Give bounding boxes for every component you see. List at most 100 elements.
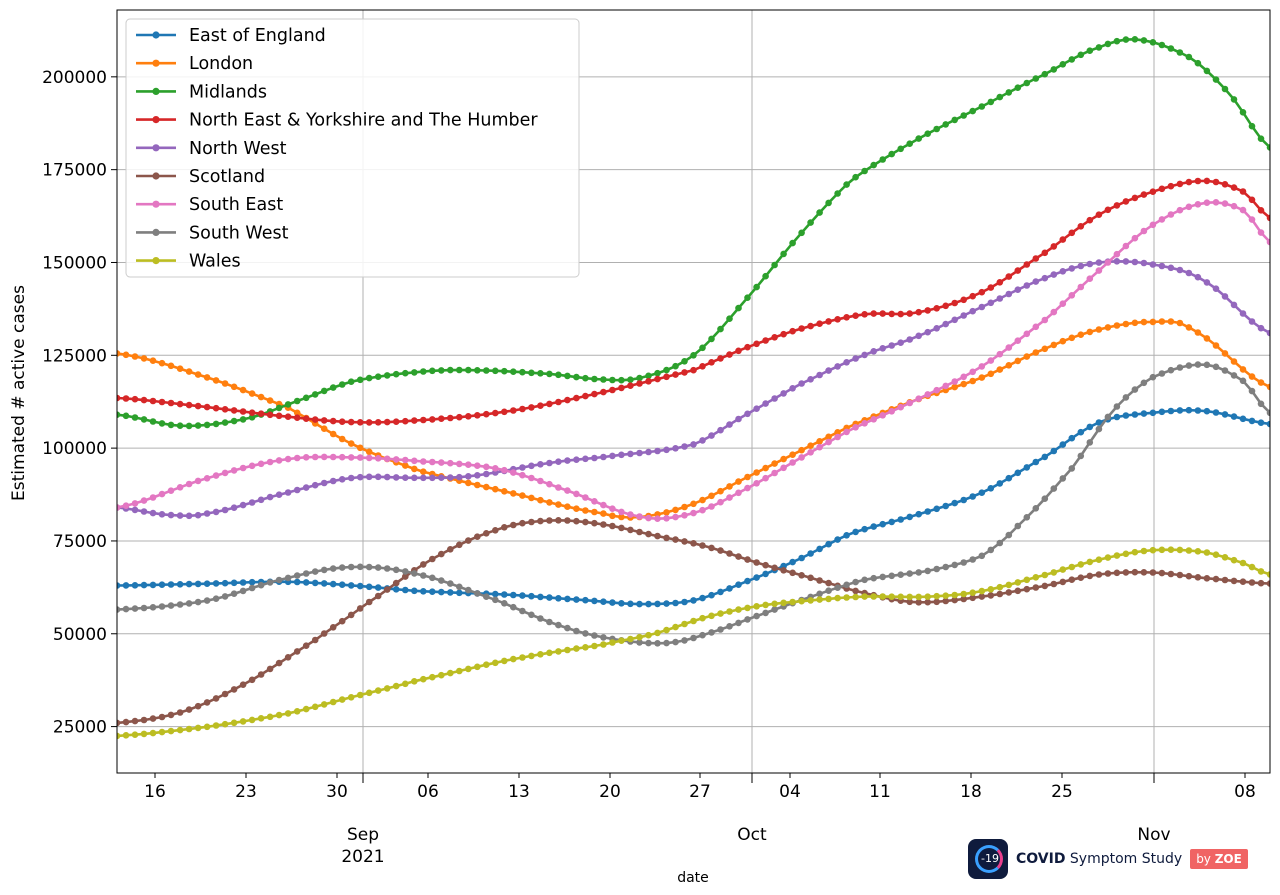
data-point [456,366,463,374]
data-point [329,417,337,425]
legend-label: Scotland [189,167,265,187]
data-point [1077,428,1085,436]
data-point [302,570,310,577]
data-point [248,414,256,421]
legend-entry: Scotland [136,167,265,187]
data-point [1086,328,1094,336]
data-point [1194,177,1202,185]
data-point [663,373,670,381]
data-point [924,567,931,575]
data-point [1257,207,1265,214]
data-point [546,517,553,524]
data-point [1212,178,1220,186]
x-axis-title: date [677,870,709,886]
data-point [897,145,904,153]
data-point [392,579,400,587]
data-point [735,415,742,423]
data-point [1131,36,1139,43]
data-point [465,479,472,487]
data-point [1131,411,1139,418]
data-point [807,597,814,604]
data-point [816,443,823,451]
data-point [1158,41,1166,49]
data-point [1032,323,1040,331]
data-point [1221,293,1229,300]
data-point [555,398,562,406]
x-minor-tick-label: 27 [689,782,711,802]
data-point [212,695,220,702]
data-point [365,598,373,606]
data-point [158,420,166,427]
data-point [221,690,229,698]
data-point [230,504,238,512]
data-point [906,598,913,606]
data-point [1077,283,1085,291]
data-point [1113,569,1121,577]
data-point [627,450,634,458]
data-point [122,718,130,726]
data-point [654,532,661,540]
data-point [122,732,130,739]
data-point [117,732,121,740]
data-point [365,454,373,462]
data-point [492,596,499,604]
data-point [1203,361,1211,369]
data-point [762,609,769,617]
data-point [546,618,553,626]
data-point [338,381,346,388]
data-point [1095,259,1103,266]
data-point [978,303,986,311]
data-point [1104,40,1112,48]
data-point [627,635,634,643]
data-point [960,559,967,566]
data-point [140,396,148,404]
data-point [663,509,670,516]
data-point [645,631,652,639]
data-point [185,725,193,733]
data-point [392,682,400,690]
data-point [726,623,733,630]
data-point [131,582,139,589]
data-point [960,380,967,388]
data-point [474,472,481,479]
data-point [528,611,535,619]
data-point [474,367,481,374]
data-point [537,615,544,622]
data-point [1059,566,1067,573]
data-point [582,596,589,604]
data-point [789,451,796,459]
data-point [1248,216,1256,223]
data-point [897,339,904,347]
data-point [1194,361,1202,368]
x-minor-tick-label: 11 [869,782,891,802]
data-point [546,649,553,657]
data-point [1014,522,1022,530]
data-point [645,372,652,380]
data-point [1185,572,1193,580]
data-point [1122,198,1130,205]
data-point [456,473,463,481]
data-point [978,552,986,560]
data-point [239,587,247,595]
data-point [320,701,328,708]
data-point [1167,546,1175,553]
data-point [1005,344,1013,351]
data-point [582,507,589,514]
data-point [1104,324,1112,331]
data-point [230,579,238,587]
data-point [1140,191,1148,198]
data-point [969,107,976,115]
data-point [131,506,139,514]
data-point [1248,579,1256,586]
data-point [1059,475,1067,482]
data-point [320,566,328,574]
data-point [1032,278,1040,285]
data-point [1248,417,1256,425]
data-point [374,455,382,462]
data-point [672,536,679,543]
data-point [438,550,445,558]
data-point [708,629,715,636]
data-point [1266,571,1270,578]
data-point [933,386,940,394]
